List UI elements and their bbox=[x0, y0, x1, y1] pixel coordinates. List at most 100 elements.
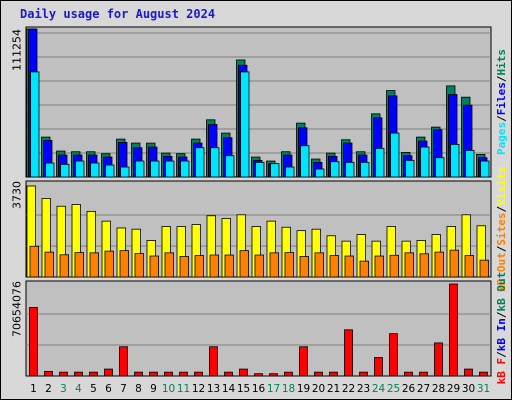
bar-kbytes-day-13 bbox=[209, 346, 218, 377]
x-tick-day-2: 2 bbox=[45, 383, 52, 395]
bar-kbytes-day-26 bbox=[404, 371, 413, 377]
bar-kbytes-day-29 bbox=[449, 283, 458, 377]
bar-sites-day-25 bbox=[389, 254, 399, 278]
bar-sites-day-31 bbox=[479, 259, 489, 278]
bar-pages-day-1 bbox=[30, 71, 40, 178]
bar-kbytes-day-22 bbox=[344, 329, 353, 377]
bar-pages-day-8 bbox=[135, 160, 145, 178]
bar-sites-day-17 bbox=[269, 252, 279, 278]
bar-sites-day-2 bbox=[44, 251, 54, 278]
x-tick-day-29: 29 bbox=[447, 383, 460, 395]
legend-entry: Files bbox=[495, 82, 508, 115]
legend-entry: Hits bbox=[495, 49, 508, 76]
bar-sites-day-1 bbox=[29, 245, 39, 278]
bar-kbytes-day-5 bbox=[89, 371, 98, 377]
legend-entry: / bbox=[495, 75, 508, 82]
x-tick-day-25: 25 bbox=[387, 383, 400, 395]
x-tick-day-6: 6 bbox=[105, 383, 112, 395]
bar-kbytes-day-30 bbox=[464, 368, 473, 377]
bar-kbytes-day-8 bbox=[134, 371, 143, 377]
x-tick-day-21: 21 bbox=[327, 383, 340, 395]
bar-sites-day-10 bbox=[164, 252, 174, 278]
bar-kbytes-day-19 bbox=[299, 346, 308, 377]
legend-entry: kB Out bbox=[495, 252, 508, 292]
legend-entry: Sites bbox=[495, 212, 508, 245]
bar-pages-day-16 bbox=[255, 161, 265, 178]
bar-pages-day-13 bbox=[210, 147, 220, 178]
x-tick-day-22: 22 bbox=[342, 383, 355, 395]
x-tick-day-26: 26 bbox=[402, 383, 416, 395]
legend-top: Pages/Files/Hits bbox=[495, 49, 508, 155]
bar-kbytes-day-9 bbox=[149, 371, 158, 377]
bar-sites-day-19 bbox=[299, 256, 309, 278]
legend-entry: / bbox=[495, 351, 508, 358]
bar-sites-day-26 bbox=[404, 252, 414, 278]
bar-pages-day-22 bbox=[345, 161, 355, 178]
bar-pages-day-26 bbox=[405, 159, 415, 178]
bar-sites-day-8 bbox=[134, 253, 144, 278]
bar-sites-day-3 bbox=[59, 254, 69, 278]
bar-sites-day-22 bbox=[344, 255, 354, 278]
panel-3 bbox=[25, 280, 492, 377]
bar-sites-day-18 bbox=[284, 252, 294, 278]
x-tick-day-16: 16 bbox=[252, 383, 266, 395]
bar-kbytes-day-17 bbox=[269, 373, 278, 377]
x-tick-day-18: 18 bbox=[282, 383, 295, 395]
x-tick-day-17: 17 bbox=[267, 383, 280, 395]
bar-sites-day-12 bbox=[194, 255, 204, 278]
bar-sites-day-7 bbox=[119, 250, 129, 278]
x-tick-day-1: 1 bbox=[30, 383, 37, 395]
bar-sites-day-4 bbox=[74, 252, 84, 278]
legend-entry: kB Out bbox=[495, 272, 508, 312]
bar-sites-day-15 bbox=[239, 250, 249, 278]
bar-sites-day-23 bbox=[359, 260, 369, 278]
bar-pages-day-4 bbox=[75, 160, 85, 178]
bar-pages-day-11 bbox=[180, 160, 190, 178]
ymax-label-2: 3730 bbox=[11, 181, 24, 209]
bar-pages-day-23 bbox=[360, 161, 370, 178]
bar-kbytes-day-23 bbox=[359, 371, 368, 377]
bar-sites-day-13 bbox=[209, 254, 219, 278]
bar-sites-day-28 bbox=[434, 251, 444, 278]
bar-pages-day-24 bbox=[375, 147, 385, 178]
x-tick-day-5: 5 bbox=[90, 383, 97, 395]
bar-pages-day-19 bbox=[300, 145, 310, 178]
x-tick-day-15: 15 bbox=[237, 383, 250, 395]
legend-entry: Pages bbox=[495, 122, 508, 155]
bar-pages-day-17 bbox=[270, 163, 280, 178]
bar-kbytes-day-4 bbox=[74, 371, 83, 377]
bar-kbytes-day-15 bbox=[239, 368, 248, 377]
bar-kbytes-day-6 bbox=[104, 368, 113, 377]
bar-kbytes-day-16 bbox=[254, 373, 263, 377]
bar-pages-day-10 bbox=[165, 160, 175, 178]
bar-kbytes-day-24 bbox=[374, 357, 383, 377]
bar-kbytes-day-25 bbox=[389, 333, 398, 377]
bar-sites-day-20 bbox=[314, 252, 324, 278]
x-tick-day-23: 23 bbox=[357, 383, 370, 395]
x-tick-day-19: 19 bbox=[297, 383, 310, 395]
x-tick-day-3: 3 bbox=[60, 383, 67, 395]
x-tick-day-30: 30 bbox=[462, 383, 475, 395]
bar-sites-day-6 bbox=[104, 250, 114, 278]
x-tick-day-7: 7 bbox=[120, 383, 127, 395]
bar-sites-day-14 bbox=[224, 254, 234, 278]
bar-kbytes-day-18 bbox=[284, 371, 293, 377]
bar-kbytes-day-14 bbox=[224, 371, 233, 377]
bar-kbytes-day-21 bbox=[329, 371, 338, 377]
bar-sites-day-11 bbox=[179, 256, 189, 278]
bar-kbytes-day-12 bbox=[194, 371, 203, 377]
bar-kbytes-day-20 bbox=[314, 371, 323, 377]
bar-sites-day-24 bbox=[374, 255, 384, 278]
x-tick-day-20: 20 bbox=[312, 383, 325, 395]
legend-entry: / bbox=[495, 245, 508, 252]
legend-entry: / bbox=[495, 115, 508, 122]
legend-entry: / bbox=[495, 311, 508, 318]
bar-pages-day-6 bbox=[105, 164, 115, 178]
bar-kbytes-day-7 bbox=[119, 346, 128, 377]
ymax-label-3: 70654076 bbox=[11, 281, 24, 337]
bar-pages-day-18 bbox=[285, 166, 295, 178]
bar-sites-day-29 bbox=[449, 249, 459, 278]
bar-sites-day-27 bbox=[419, 253, 429, 278]
